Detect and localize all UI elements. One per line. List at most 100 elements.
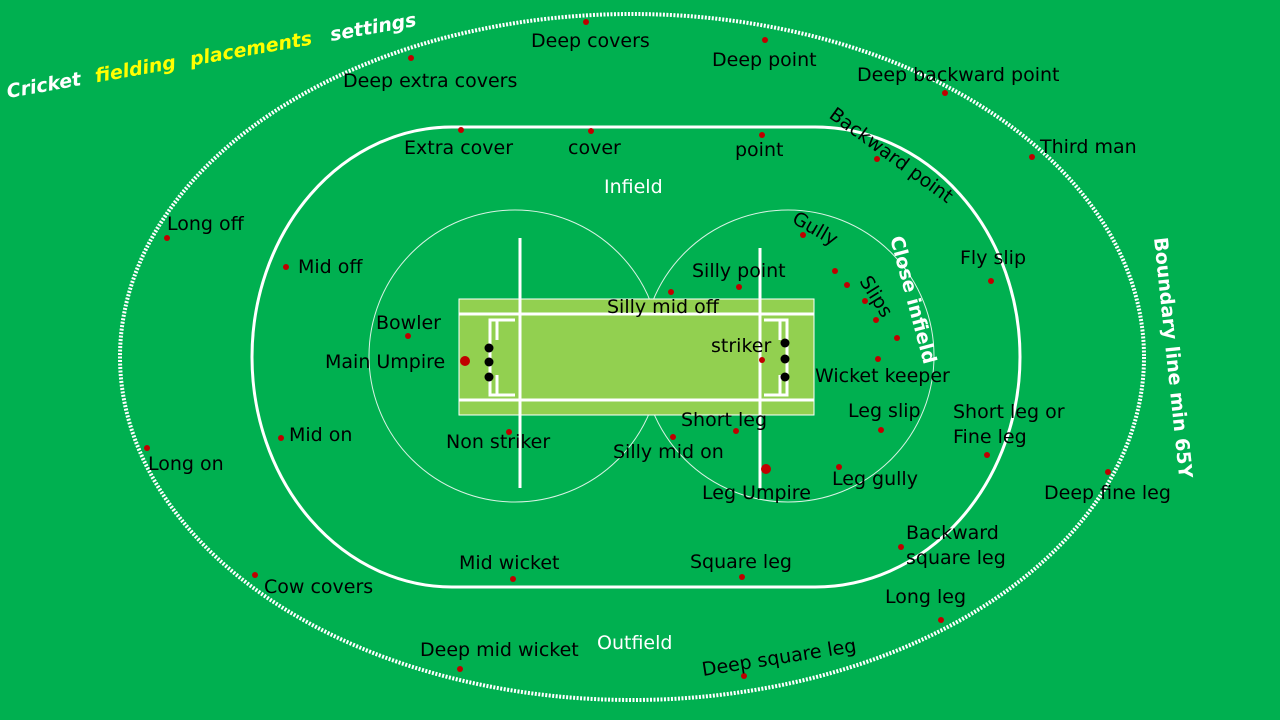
zone-label-close-infield: Close infield [885, 234, 940, 367]
fielder-dot [1105, 469, 1111, 475]
position-label: Short leg or [953, 401, 1065, 423]
stump [780, 372, 790, 382]
fielder-dot [144, 445, 150, 451]
fielder-dot [898, 544, 904, 550]
title-word: placements [187, 28, 314, 71]
zone-label-boundary: Boundary line min 65Y [1149, 236, 1196, 479]
leg-umpire-dot [761, 464, 771, 474]
position-label: Square leg [690, 551, 792, 573]
position-labels: Deep covers Deep point Deep extra covers… [148, 30, 1171, 681]
position-label: Leg Umpire [702, 482, 811, 504]
position-label: square leg [906, 547, 1006, 569]
position-label: Long leg [885, 586, 966, 608]
position-label: Backward point [825, 103, 957, 207]
fielder-dot [873, 317, 879, 323]
title-word: settings [328, 9, 418, 46]
fielder-dot [844, 282, 850, 288]
position-label: Wicket keeper [815, 365, 950, 387]
zone-label-outfield: Outfield [597, 632, 672, 654]
stump [484, 372, 494, 382]
position-label: Deep point [712, 49, 817, 71]
position-label: Mid wicket [459, 552, 560, 574]
fielder-dot [670, 434, 676, 440]
fielder-dot [458, 127, 464, 133]
fielder-dot [800, 232, 806, 238]
position-label: Leg gully [832, 468, 918, 490]
position-label: Long off [167, 213, 245, 235]
title-word: fielding [93, 52, 177, 88]
position-label: Silly mid on [613, 441, 724, 463]
fielder-dot [938, 617, 944, 623]
fielder-dot [741, 673, 747, 679]
position-label: Third man [1039, 136, 1137, 158]
fielder-dot [733, 428, 739, 434]
fielder-dot [583, 19, 589, 25]
position-label: Cow covers [264, 576, 373, 598]
position-label: Slips [855, 272, 897, 321]
stump [484, 357, 494, 367]
fielder-dot [283, 264, 289, 270]
fielder-dot [875, 356, 881, 362]
title-word: Cricket [5, 68, 84, 103]
position-label: Mid off [298, 256, 363, 278]
fielder-dot [878, 427, 884, 433]
fielder-dot [506, 429, 512, 435]
position-label: point [735, 139, 783, 161]
position-label: Deep mid wicket [420, 639, 579, 661]
fielder-dot [836, 464, 842, 470]
position-label: Fine leg [953, 426, 1027, 448]
zone-label-infield: Infield [604, 176, 663, 198]
position-label: Fly slip [960, 247, 1026, 269]
fielder-dot [862, 298, 868, 304]
fielder-dot [984, 452, 990, 458]
position-label: Deep covers [531, 30, 650, 52]
fielder-dot [457, 666, 463, 672]
fielder-dot [588, 128, 594, 134]
position-label: Non striker [446, 431, 550, 453]
fielder-dot [278, 435, 284, 441]
position-label: Short leg [681, 409, 767, 431]
position-label: Long on [148, 453, 224, 475]
position-label: Extra cover [404, 137, 513, 159]
fielder-dot [668, 289, 674, 295]
fielder-dot [874, 156, 880, 162]
fielder-dot [405, 333, 411, 339]
infield-line [250, 125, 1022, 589]
fielder-dot [894, 335, 900, 341]
position-label: Bowler [376, 312, 441, 334]
crease-box-left [488, 318, 515, 397]
fielder-dot [408, 55, 414, 61]
main-umpire-dot [460, 356, 470, 366]
fielder-dot [832, 268, 838, 274]
position-label: Main Umpire [325, 351, 445, 373]
position-label: Leg slip [848, 400, 921, 422]
position-label: Backward [906, 522, 999, 544]
position-label: Silly point [692, 260, 786, 282]
fielder-dot [736, 284, 742, 290]
position-label: Deep fine leg [1044, 482, 1171, 504]
stump [780, 338, 790, 348]
position-label: Deep extra covers [343, 70, 517, 92]
fielder-dot [759, 357, 765, 363]
fielder-dot [252, 572, 258, 578]
fielder-dot [762, 37, 768, 43]
position-label: Gully [789, 207, 842, 250]
boundary-line [118, 12, 1146, 702]
fielder-dots [144, 19, 1111, 679]
position-label: Deep backward point [857, 64, 1059, 86]
position-label: Mid on [289, 424, 352, 446]
pitch [458, 298, 815, 416]
position-label: striker [711, 335, 771, 357]
stump [780, 354, 790, 364]
fielder-dot [510, 576, 516, 582]
fielder-dot [164, 235, 170, 241]
fielder-dot [739, 574, 745, 580]
fielder-dot [759, 132, 765, 138]
position-label: cover [568, 137, 621, 159]
fielder-dot [942, 90, 948, 96]
position-label: Silly mid off [607, 296, 720, 318]
stump [484, 343, 494, 353]
fielder-dot [988, 278, 994, 284]
fielder-dot [1029, 154, 1035, 160]
